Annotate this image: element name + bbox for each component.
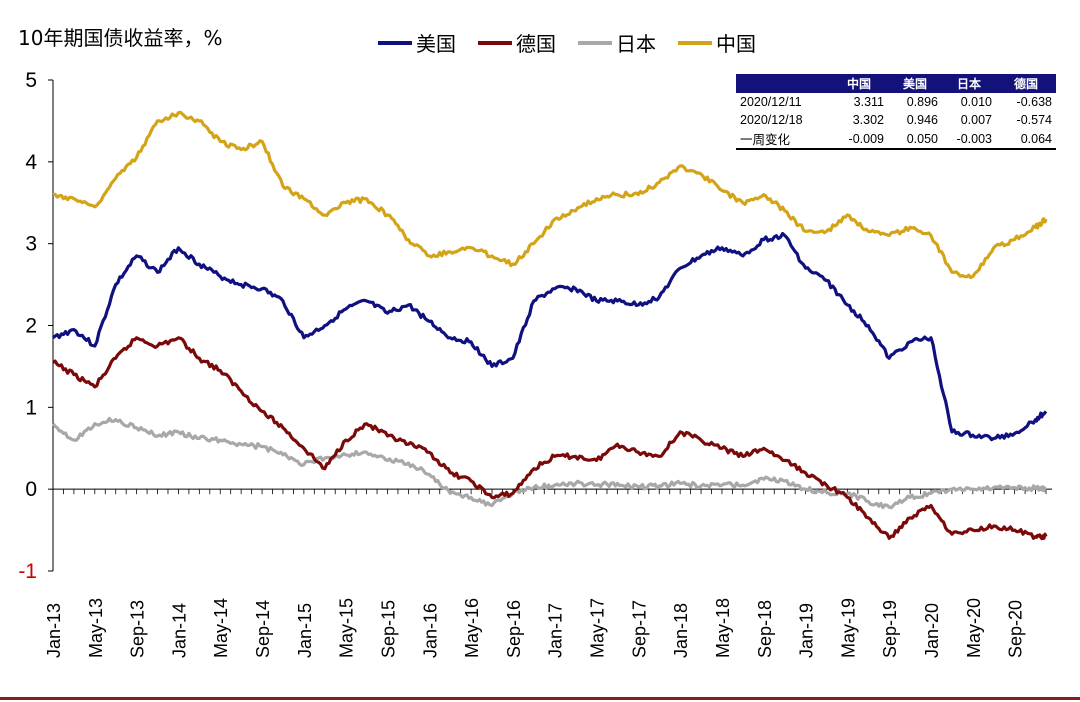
table-cell: 0.064 bbox=[996, 129, 1056, 150]
legend-swatch-japan bbox=[578, 40, 612, 45]
table-cell: -0.574 bbox=[1016, 113, 1052, 127]
x-tick-label: May-19 bbox=[838, 598, 858, 658]
legend-swatch-us bbox=[378, 40, 412, 45]
table-row-label: 2020/12/11 bbox=[740, 95, 802, 109]
y-tick-label: 1 bbox=[25, 396, 37, 419]
x-tick-label: May-16 bbox=[462, 598, 482, 658]
x-tick-label: Sep-19 bbox=[880, 600, 900, 658]
table-header-blank bbox=[736, 74, 830, 93]
table-cell: 3.302 bbox=[852, 113, 884, 127]
x-tick-label: Sep-16 bbox=[504, 600, 524, 658]
table-cell: -0.003 bbox=[942, 129, 996, 150]
x-tick-label: Jan-13 bbox=[44, 603, 64, 658]
series-line-germany bbox=[52, 336, 1048, 541]
x-tick-label: Sep-13 bbox=[128, 600, 148, 658]
x-tick-label: Jan-14 bbox=[169, 603, 189, 658]
bottom-rule bbox=[0, 697, 1080, 700]
chart-title: 10年期国债收益率，% bbox=[18, 26, 223, 50]
x-tick-label: May-17 bbox=[588, 598, 608, 658]
x-tick-label: Sep-15 bbox=[378, 600, 398, 658]
legend-item-china: 中国 bbox=[678, 28, 756, 57]
y-tick-label: 2 bbox=[25, 315, 37, 338]
x-tick-label: May-13 bbox=[86, 598, 106, 658]
chart-legend: 美国 德国 日本 中国 bbox=[378, 28, 756, 57]
x-tick-label: Jan-20 bbox=[922, 603, 942, 658]
x-tick-label: May-14 bbox=[211, 598, 231, 658]
x-tick-label: May-15 bbox=[337, 598, 357, 658]
table-cell: 3.311 bbox=[853, 95, 884, 109]
table-cell: -0.638 bbox=[1016, 95, 1052, 109]
series-line-us bbox=[51, 231, 1048, 442]
y-tick-label: 3 bbox=[25, 233, 37, 256]
axis-layer: -1 0 1 2 3 4 5 Jan-13 May-13 Sep-13 Jan-14 May-14 Se… bbox=[18, 69, 1052, 658]
legend-item-japan: 日本 bbox=[578, 28, 656, 57]
table-cell: 0.050 bbox=[888, 129, 942, 150]
series-layer bbox=[51, 110, 1048, 541]
y-tick-label: 0 bbox=[25, 478, 37, 501]
x-tick-label: May-18 bbox=[713, 598, 733, 658]
table-cell: 0.896 bbox=[906, 95, 938, 109]
series-line-japan bbox=[51, 416, 1047, 510]
table-row: 一周变化 -0.009 0.050 -0.003 0.064 bbox=[736, 129, 1056, 150]
y-tick-label: 5 bbox=[25, 69, 37, 92]
x-tick-label: May-20 bbox=[964, 598, 984, 658]
x-tick-label: Sep-18 bbox=[755, 600, 775, 658]
table-cell: 0.007 bbox=[960, 113, 992, 127]
legend-item-germany: 德国 bbox=[478, 28, 556, 57]
legend-label-china: 中国 bbox=[716, 32, 756, 56]
table-row: 2020/12/11 3.311 0.896 0.010 -0.638 bbox=[736, 93, 1056, 111]
x-tick-label: Jan-16 bbox=[420, 603, 440, 658]
x-tick-label: Jan-19 bbox=[797, 603, 817, 658]
table-row-label: 2020/12/18 bbox=[740, 113, 803, 127]
table-row: 2020/12/18 3.302 0.946 0.007 -0.574 bbox=[736, 111, 1056, 129]
x-tick-label: Jan-15 bbox=[295, 603, 315, 658]
table-header-germany: 德国 bbox=[996, 74, 1056, 93]
table-header-japan: 日本 bbox=[942, 74, 996, 93]
y-tick-label: 4 bbox=[25, 151, 37, 174]
legend-label-germany: 德国 bbox=[516, 32, 556, 56]
legend-swatch-china bbox=[678, 40, 712, 45]
yield-summary-table: 中国 美国 日本 德国 2020/12/11 3.311 0.896 0.010… bbox=[736, 74, 1056, 150]
legend-swatch-germany bbox=[478, 40, 512, 45]
x-tick-label: Sep-14 bbox=[253, 600, 273, 658]
table-cell: 0.946 bbox=[906, 113, 938, 127]
legend-item-us: 美国 bbox=[378, 28, 456, 57]
table-header-us: 美国 bbox=[888, 74, 942, 93]
table-header-row: 中国 美国 日本 德国 bbox=[736, 74, 1056, 93]
y-tick-label: -1 bbox=[18, 560, 37, 583]
table-header-china: 中国 bbox=[830, 74, 888, 93]
series-line-china bbox=[52, 110, 1048, 280]
legend-label-japan: 日本 bbox=[616, 32, 656, 56]
x-tick-label: Jan-17 bbox=[546, 603, 566, 658]
table-cell: 0.010 bbox=[960, 95, 992, 109]
x-tick-label: Sep-17 bbox=[629, 600, 649, 658]
table-row-label: 一周变化 bbox=[736, 129, 830, 150]
legend-label-us: 美国 bbox=[416, 32, 456, 56]
table-cell: -0.009 bbox=[830, 129, 888, 150]
x-tick-label: Sep-20 bbox=[1006, 600, 1026, 658]
x-tick-label: Jan-18 bbox=[671, 603, 691, 658]
